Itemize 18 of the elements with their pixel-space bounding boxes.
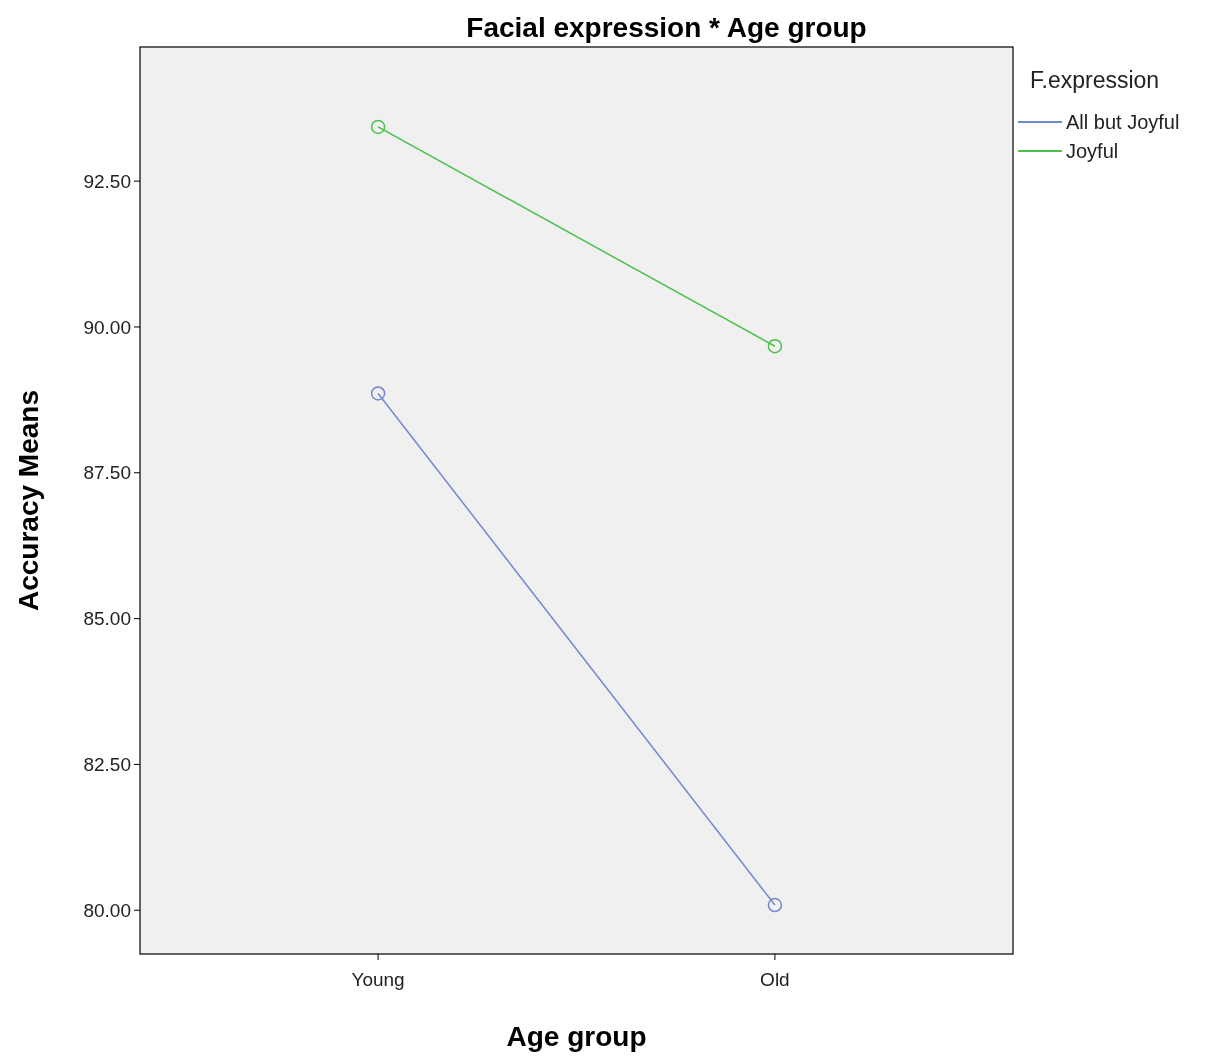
legend-label: All but Joyful <box>1066 111 1180 133</box>
y-tick-label: 82.50 <box>83 754 131 776</box>
y-tick-label: 80.00 <box>83 899 131 921</box>
legend-title: F.expression <box>1030 67 1160 93</box>
chart-title: Facial expression * Age group <box>466 12 867 43</box>
y-tick-label: 87.50 <box>83 462 131 484</box>
y-tick-label: 92.50 <box>83 170 131 192</box>
point <box>370 386 386 401</box>
y-tick-label: 90.00 <box>83 316 131 338</box>
x-tick-label: Young <box>351 969 405 990</box>
legend-label: Joyful <box>1066 140 1119 162</box>
point <box>370 119 386 135</box>
y-tick-label: 85.00 <box>83 608 131 630</box>
x-tick-label: Old <box>760 969 790 990</box>
point <box>767 897 783 913</box>
point <box>767 338 783 354</box>
y-axis-title: Accuracy Means <box>13 389 44 612</box>
x-axis-title: Age group <box>506 1021 647 1052</box>
